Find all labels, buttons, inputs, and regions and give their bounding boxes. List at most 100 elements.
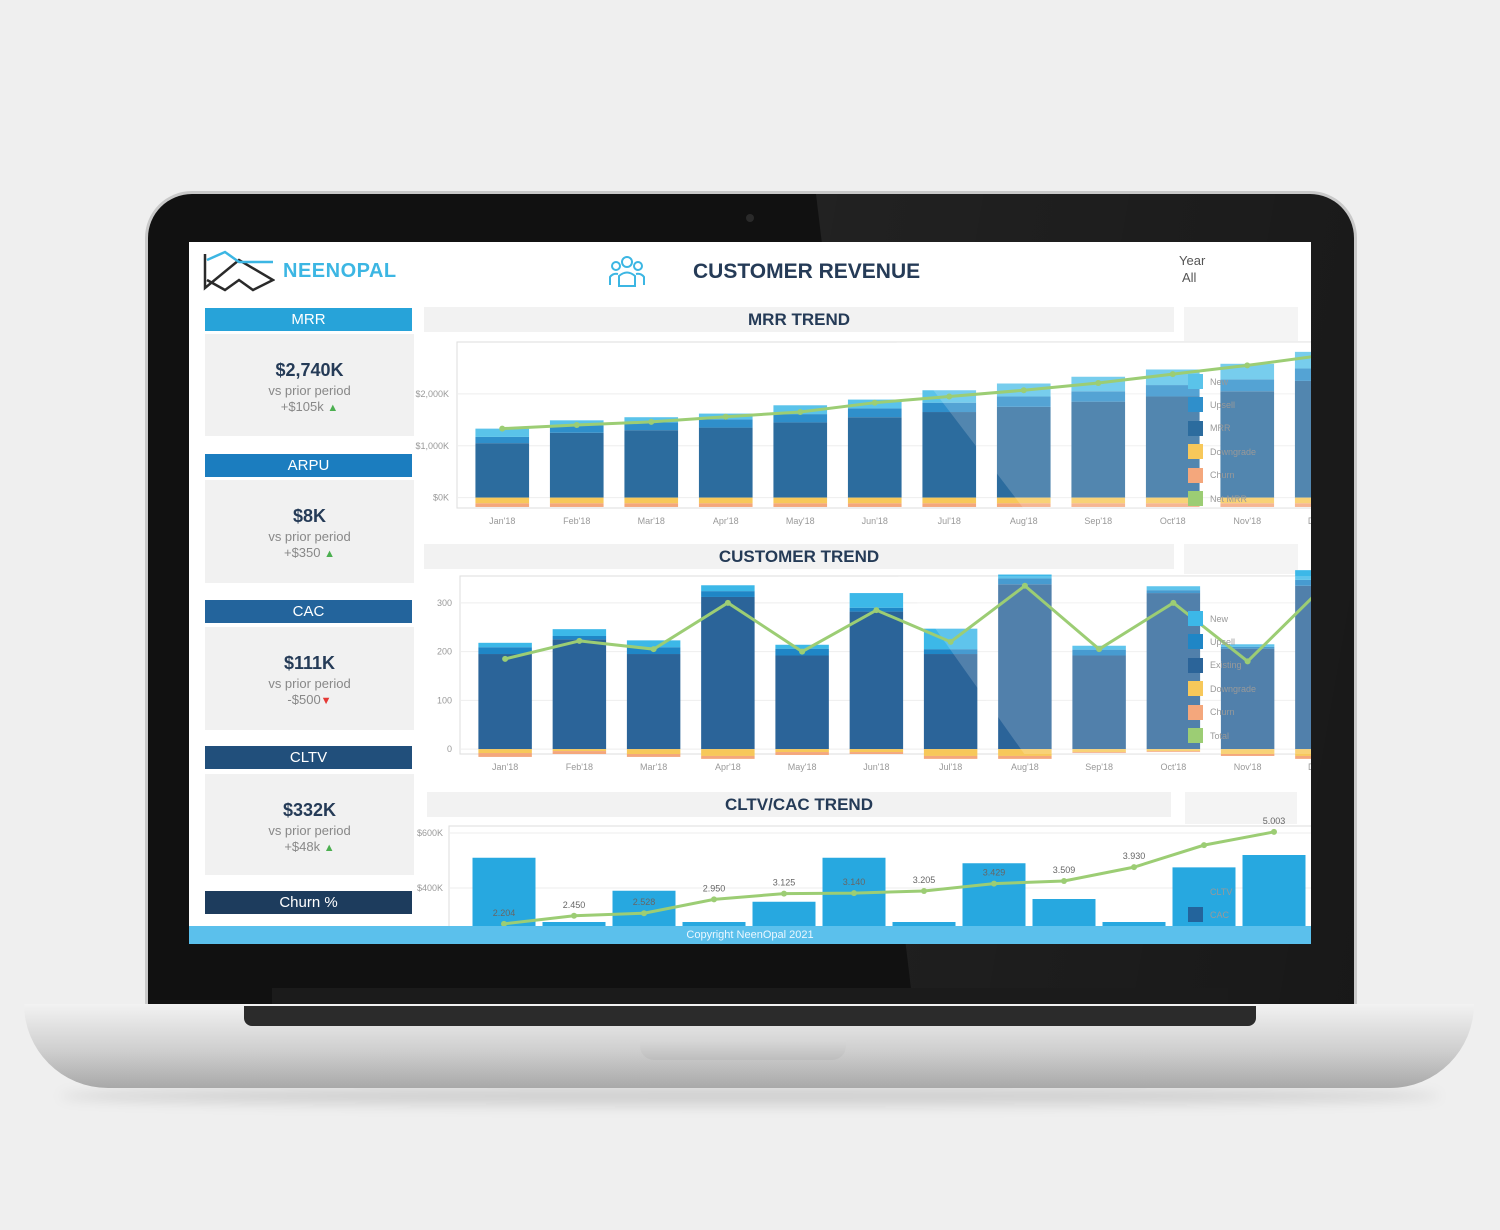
line-point[interactable] bbox=[650, 646, 657, 653]
bar-upsell[interactable] bbox=[1295, 579, 1311, 586]
bar-mrr[interactable] bbox=[773, 422, 828, 498]
bar-churn[interactable] bbox=[701, 755, 755, 759]
bar-upsell[interactable] bbox=[1071, 391, 1126, 402]
bar-churn[interactable] bbox=[847, 503, 902, 507]
bar-new[interactable] bbox=[849, 593, 904, 608]
bar-existing[interactable] bbox=[478, 654, 532, 750]
bar-downgrade[interactable] bbox=[1295, 749, 1311, 756]
bar-upsell[interactable] bbox=[475, 436, 530, 444]
line-point[interactable] bbox=[724, 599, 731, 606]
line-point[interactable] bbox=[711, 896, 717, 903]
bar-upsell[interactable] bbox=[998, 578, 1052, 585]
legend-item-churn[interactable]: Churn bbox=[1188, 704, 1235, 720]
bar-downgrade[interactable] bbox=[922, 497, 977, 504]
bar-upsell[interactable] bbox=[701, 591, 755, 597]
bar-downgrade[interactable] bbox=[847, 497, 902, 504]
legend-item-mrr[interactable]: MRR bbox=[1188, 420, 1231, 436]
line-point[interactable] bbox=[722, 413, 729, 420]
legend-item-new[interactable]: New bbox=[1188, 611, 1228, 626]
bar-churn[interactable] bbox=[996, 503, 1051, 507]
legend-item-existing[interactable]: Existing bbox=[1188, 657, 1242, 673]
bar-upsell[interactable] bbox=[698, 419, 753, 428]
bar-downgrade[interactable] bbox=[996, 497, 1051, 504]
bar-mrr[interactable] bbox=[922, 412, 977, 498]
line-point[interactable] bbox=[1271, 828, 1277, 835]
bar-downgrade[interactable] bbox=[1294, 497, 1311, 504]
bar-downgrade[interactable] bbox=[549, 497, 604, 504]
line-point[interactable] bbox=[1131, 864, 1137, 871]
bar-churn[interactable] bbox=[922, 503, 977, 507]
bar-new[interactable] bbox=[998, 574, 1052, 579]
line-point[interactable] bbox=[571, 912, 577, 919]
bar-churn[interactable] bbox=[998, 755, 1052, 759]
bar-new[interactable] bbox=[478, 642, 532, 648]
bar-upsell[interactable] bbox=[549, 425, 604, 433]
bar-upsell[interactable] bbox=[922, 402, 977, 413]
bar-upsell[interactable] bbox=[478, 647, 532, 655]
bar-churn[interactable] bbox=[1220, 754, 1275, 756]
line-point[interactable] bbox=[799, 648, 806, 655]
mrr-trend-chart[interactable]: $0K $1,000K $2,000K Jan'18 Feb'18 Mar'18 Apr'1… bbox=[415, 336, 1311, 532]
line-point[interactable] bbox=[1169, 371, 1176, 378]
line-point[interactable] bbox=[641, 910, 647, 917]
legend-item-upsell[interactable]: Upsell bbox=[1188, 397, 1235, 413]
line-point[interactable] bbox=[648, 418, 655, 425]
bar-churn[interactable] bbox=[1220, 503, 1275, 507]
kpi-mrr-card[interactable]: $2,740K vs prior period +$105k ▲ bbox=[205, 334, 414, 436]
bar-mrr[interactable] bbox=[1220, 391, 1275, 498]
bar-downgrade[interactable] bbox=[1072, 749, 1126, 753]
bar-mrr[interactable] bbox=[847, 417, 902, 498]
bar-churn[interactable] bbox=[1145, 503, 1200, 507]
legend-item-cltv[interactable]: CLTV bbox=[1188, 884, 1232, 899]
bar-mrr[interactable] bbox=[1071, 401, 1126, 498]
bar-mrr[interactable] bbox=[475, 443, 530, 498]
bar-downgrade[interactable] bbox=[849, 749, 904, 753]
bar-downgrade[interactable] bbox=[773, 497, 828, 504]
legend-item-upsell[interactable]: Upsell bbox=[1188, 634, 1235, 650]
cltv-cac-trend-chart[interactable]: $400K$600K42.2042.4502.5282.9503.1253.14… bbox=[415, 816, 1311, 935]
bar-cltv[interactable] bbox=[1242, 855, 1306, 934]
bar-mrr[interactable] bbox=[1294, 380, 1311, 498]
bar-cltv[interactable] bbox=[962, 863, 1026, 934]
bar-churn[interactable] bbox=[849, 752, 904, 754]
bar-existing[interactable] bbox=[1220, 648, 1275, 750]
bar-downgrade[interactable] bbox=[1220, 749, 1275, 754]
bar-new[interactable] bbox=[701, 585, 755, 592]
bar-downgrade[interactable] bbox=[923, 749, 978, 756]
line-point[interactable] bbox=[871, 399, 878, 406]
customer-trend-chart[interactable]: 0 100 200 300 Jan'18 Feb'18 Mar'18 Apr'18 May'18… bbox=[415, 570, 1311, 776]
line-point[interactable] bbox=[1061, 877, 1067, 884]
bar-churn[interactable] bbox=[475, 503, 530, 507]
line-point[interactable] bbox=[946, 393, 953, 400]
bar-mrr[interactable] bbox=[996, 406, 1051, 498]
bar-mrr[interactable] bbox=[549, 432, 604, 498]
bar-upsell[interactable] bbox=[1145, 385, 1200, 397]
bar-upsell[interactable] bbox=[773, 414, 828, 423]
bar-churn[interactable] bbox=[624, 503, 679, 507]
bar-existing[interactable] bbox=[849, 611, 904, 750]
bar-upsell[interactable] bbox=[624, 422, 679, 431]
bar-churn[interactable] bbox=[626, 754, 681, 757]
bar-mrr[interactable] bbox=[698, 427, 753, 498]
line-point[interactable] bbox=[921, 887, 927, 894]
bar-existing[interactable] bbox=[701, 596, 755, 750]
legend-item-total[interactable]: Total bbox=[1188, 728, 1229, 743]
line-point[interactable] bbox=[1201, 842, 1207, 849]
bar-existing[interactable] bbox=[626, 654, 681, 750]
line-point[interactable] bbox=[1020, 387, 1027, 394]
bar-downgrade[interactable] bbox=[1146, 749, 1201, 752]
bar-upsell[interactable] bbox=[1146, 590, 1201, 594]
bar-downgrade[interactable] bbox=[626, 749, 681, 754]
line-point[interactable] bbox=[502, 655, 509, 662]
legend-item-downgrade[interactable]: Downgrade bbox=[1188, 681, 1256, 697]
bar-new[interactable] bbox=[475, 428, 530, 437]
bar-churn[interactable] bbox=[773, 503, 828, 507]
bar-new[interactable] bbox=[775, 644, 829, 649]
bar-churn[interactable] bbox=[775, 752, 829, 755]
bar-churn[interactable] bbox=[698, 503, 753, 507]
bar-cltv[interactable] bbox=[1172, 867, 1236, 934]
bar-mrr[interactable] bbox=[624, 430, 679, 498]
year-filter-value[interactable]: All bbox=[1182, 270, 1197, 285]
bar-upsell[interactable] bbox=[847, 408, 902, 418]
bar-existing[interactable] bbox=[1072, 655, 1126, 750]
